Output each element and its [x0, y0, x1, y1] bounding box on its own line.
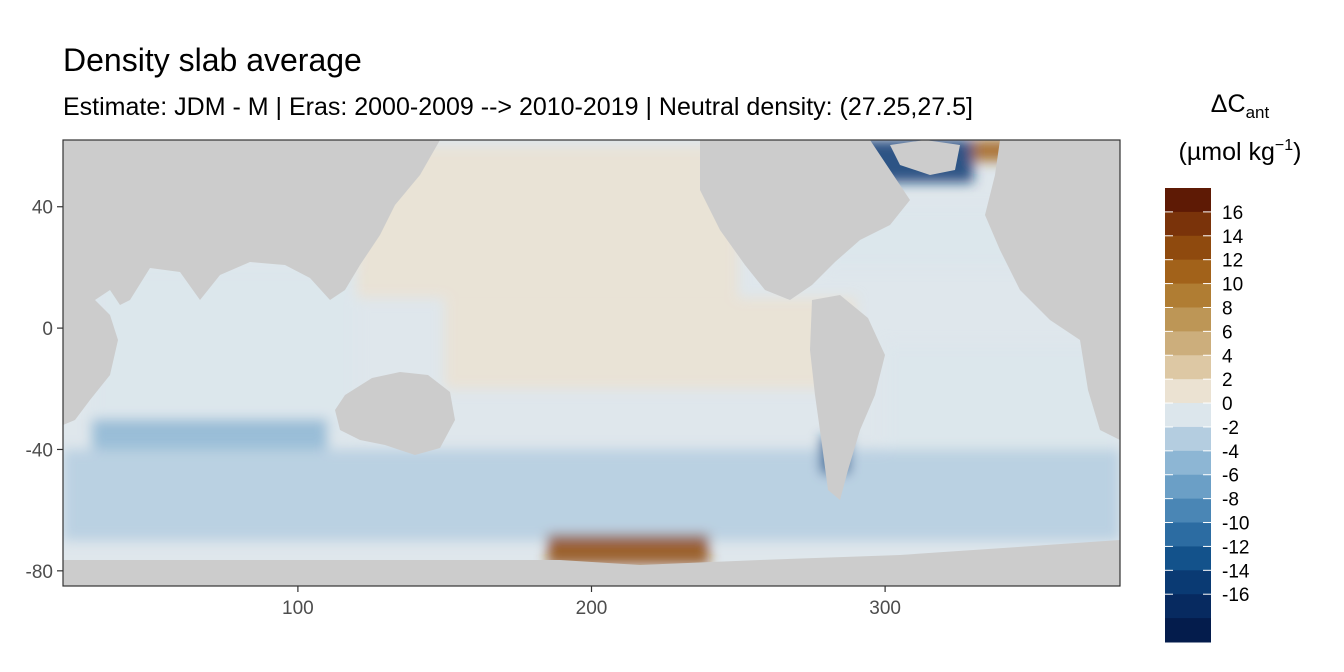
legend-labels: 16 14 12 108 6 4 2 0 -2 -4 -6 -8 -10-12 -14 -16 [1222, 203, 1250, 606]
region-south-indian-band [92, 419, 328, 450]
legend-swatch [1165, 522, 1211, 547]
land-eurasia [63, 140, 440, 305]
land-europe-africa-east [985, 140, 1120, 440]
legend-label: 4 [1222, 346, 1233, 367]
legend-label: -4 [1222, 442, 1239, 463]
legend-units-end: ) [1293, 138, 1301, 166]
legend-swatch [1165, 235, 1211, 261]
region-south-atlantic [885, 343, 1120, 450]
legend-label: -8 [1222, 490, 1239, 511]
legend-swatch [1165, 474, 1211, 500]
y-tick-label: 40 [32, 198, 53, 219]
legend-colorbar [1165, 188, 1211, 643]
chart-title: Density slab average [63, 42, 362, 78]
legend-label: -16 [1222, 585, 1249, 606]
legend-label: 16 [1222, 203, 1243, 224]
legend-swatch [1165, 450, 1211, 476]
legend-title-main: ΔC [1211, 90, 1246, 118]
legend-units: (µmol kg−1) [1179, 137, 1302, 166]
color-legend: ΔCant (µmol kg−1) 16 14 12 108 6 4 2 0 -2 -4 -6 -8 -… [1165, 90, 1301, 643]
y-tick-label: -80 [26, 562, 53, 583]
land-south-america [810, 295, 885, 500]
legend-swatch [1165, 546, 1211, 571]
legend-swatch [1165, 283, 1211, 308]
land-north-america [700, 140, 910, 300]
legend-swatch [1165, 594, 1211, 619]
legend-swatch [1165, 355, 1211, 380]
legend-label: 2 [1222, 370, 1233, 391]
legend-label: -10 [1222, 514, 1249, 535]
legend-label: 6 [1222, 322, 1233, 343]
x-tick-label: 300 [869, 598, 901, 619]
y-tick-label: -40 [26, 440, 53, 461]
legend-swatch [1165, 331, 1211, 356]
legend-label: 12 [1222, 251, 1243, 272]
legend-swatch [1165, 403, 1211, 428]
legend-label: -2 [1222, 418, 1239, 439]
region-tropical-pacific [444, 297, 856, 389]
legend-label: 14 [1222, 227, 1244, 248]
legend-swatch [1165, 259, 1211, 285]
legend-swatch [1165, 426, 1211, 452]
region-southern-ocean [63, 449, 1120, 541]
anomaly-regions [63, 140, 1120, 565]
legend-swatch [1165, 570, 1211, 595]
legend-units-sup: −1 [1275, 137, 1293, 154]
land-africa [63, 300, 118, 425]
x-tick-label: 200 [576, 598, 608, 619]
land-australia [335, 372, 455, 455]
map-panel [63, 140, 1120, 586]
legend-title: ΔCant [1211, 90, 1270, 122]
legend-label: -6 [1222, 466, 1239, 487]
chart-subtitle: Estimate: JDM - M | Eras: 2000-2009 --> … [63, 93, 973, 121]
region-ross-sea [547, 534, 709, 565]
legend-label: -12 [1222, 537, 1249, 558]
region-indian [92, 267, 357, 435]
x-tick-label: 100 [282, 598, 314, 619]
legend-label: 0 [1222, 394, 1233, 415]
legend-swatch [1165, 211, 1211, 237]
land-masses [63, 140, 1120, 586]
legend-swatch [1165, 498, 1211, 524]
legend-swatch [1165, 618, 1211, 643]
land-greenland [890, 140, 960, 175]
legend-swatch [1165, 379, 1211, 404]
legend-title-sub: ant [1246, 103, 1270, 122]
legend-swatch [1165, 307, 1211, 332]
land-antarctica [63, 540, 1120, 586]
y-tick-label: 0 [42, 319, 53, 340]
legend-label: 8 [1222, 298, 1233, 319]
legend-label: -14 [1222, 561, 1250, 582]
legend-swatch [1165, 188, 1211, 213]
legend-label: 10 [1222, 275, 1243, 296]
legend-units-main: (µmol kg [1179, 138, 1275, 166]
